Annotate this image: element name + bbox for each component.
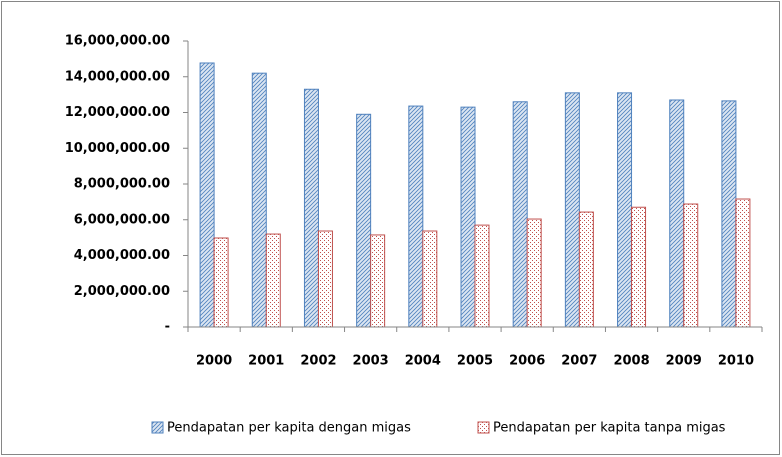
x-tick-label: 2008: [613, 354, 649, 369]
x-tick-label: 2005: [457, 354, 493, 369]
bar: [213, 237, 229, 328]
x-tick-label: 2001: [248, 354, 284, 369]
bar: [422, 230, 438, 328]
x-tick-label: 2007: [561, 354, 597, 369]
y-tick-label: 12,000,000.00: [65, 105, 170, 120]
legend-label: Pendapatan per kapita tanpa migas: [493, 421, 726, 436]
bar: [265, 233, 281, 328]
bar: [303, 88, 319, 328]
y-tick-label: 8,000,000.00: [74, 177, 170, 192]
legend-swatch: [151, 421, 164, 434]
bar: [526, 218, 542, 328]
bar: [683, 203, 699, 328]
x-tick-label: 2000: [196, 354, 232, 369]
bar: [669, 99, 685, 328]
x-tick-label: 2009: [666, 354, 702, 369]
bar: [721, 100, 737, 328]
y-tick-label: 6,000,000.00: [74, 212, 170, 227]
bar: [631, 206, 647, 328]
x-tick-label: 2003: [353, 354, 389, 369]
x-tick-label: 2004: [405, 354, 441, 369]
bar: [317, 230, 333, 328]
y-tick-label: 10,000,000.00: [65, 141, 170, 156]
bar: [578, 211, 594, 328]
bar: [408, 105, 424, 328]
bar: [735, 198, 751, 328]
bar: [251, 72, 267, 328]
bar: [474, 224, 490, 328]
bar: [512, 101, 528, 328]
bar: [370, 234, 386, 328]
x-tick-label: 2002: [300, 354, 336, 369]
bar: [617, 92, 633, 328]
legend-swatch: [477, 421, 490, 434]
y-tick-label: -: [165, 320, 170, 335]
bar: [460, 106, 476, 328]
bar: [356, 113, 372, 328]
x-tick-label: 2006: [509, 354, 545, 369]
bar: [199, 62, 215, 328]
y-tick-label: 4,000,000.00: [74, 248, 170, 263]
legend-label: Pendapatan per kapita dengan migas: [167, 421, 411, 436]
y-tick-label: 2,000,000.00: [74, 284, 170, 299]
bar: [564, 92, 580, 328]
y-tick-label: 14,000,000.00: [65, 69, 170, 84]
y-tick-label: 16,000,000.00: [65, 34, 170, 49]
x-tick-label: 2010: [718, 354, 754, 369]
